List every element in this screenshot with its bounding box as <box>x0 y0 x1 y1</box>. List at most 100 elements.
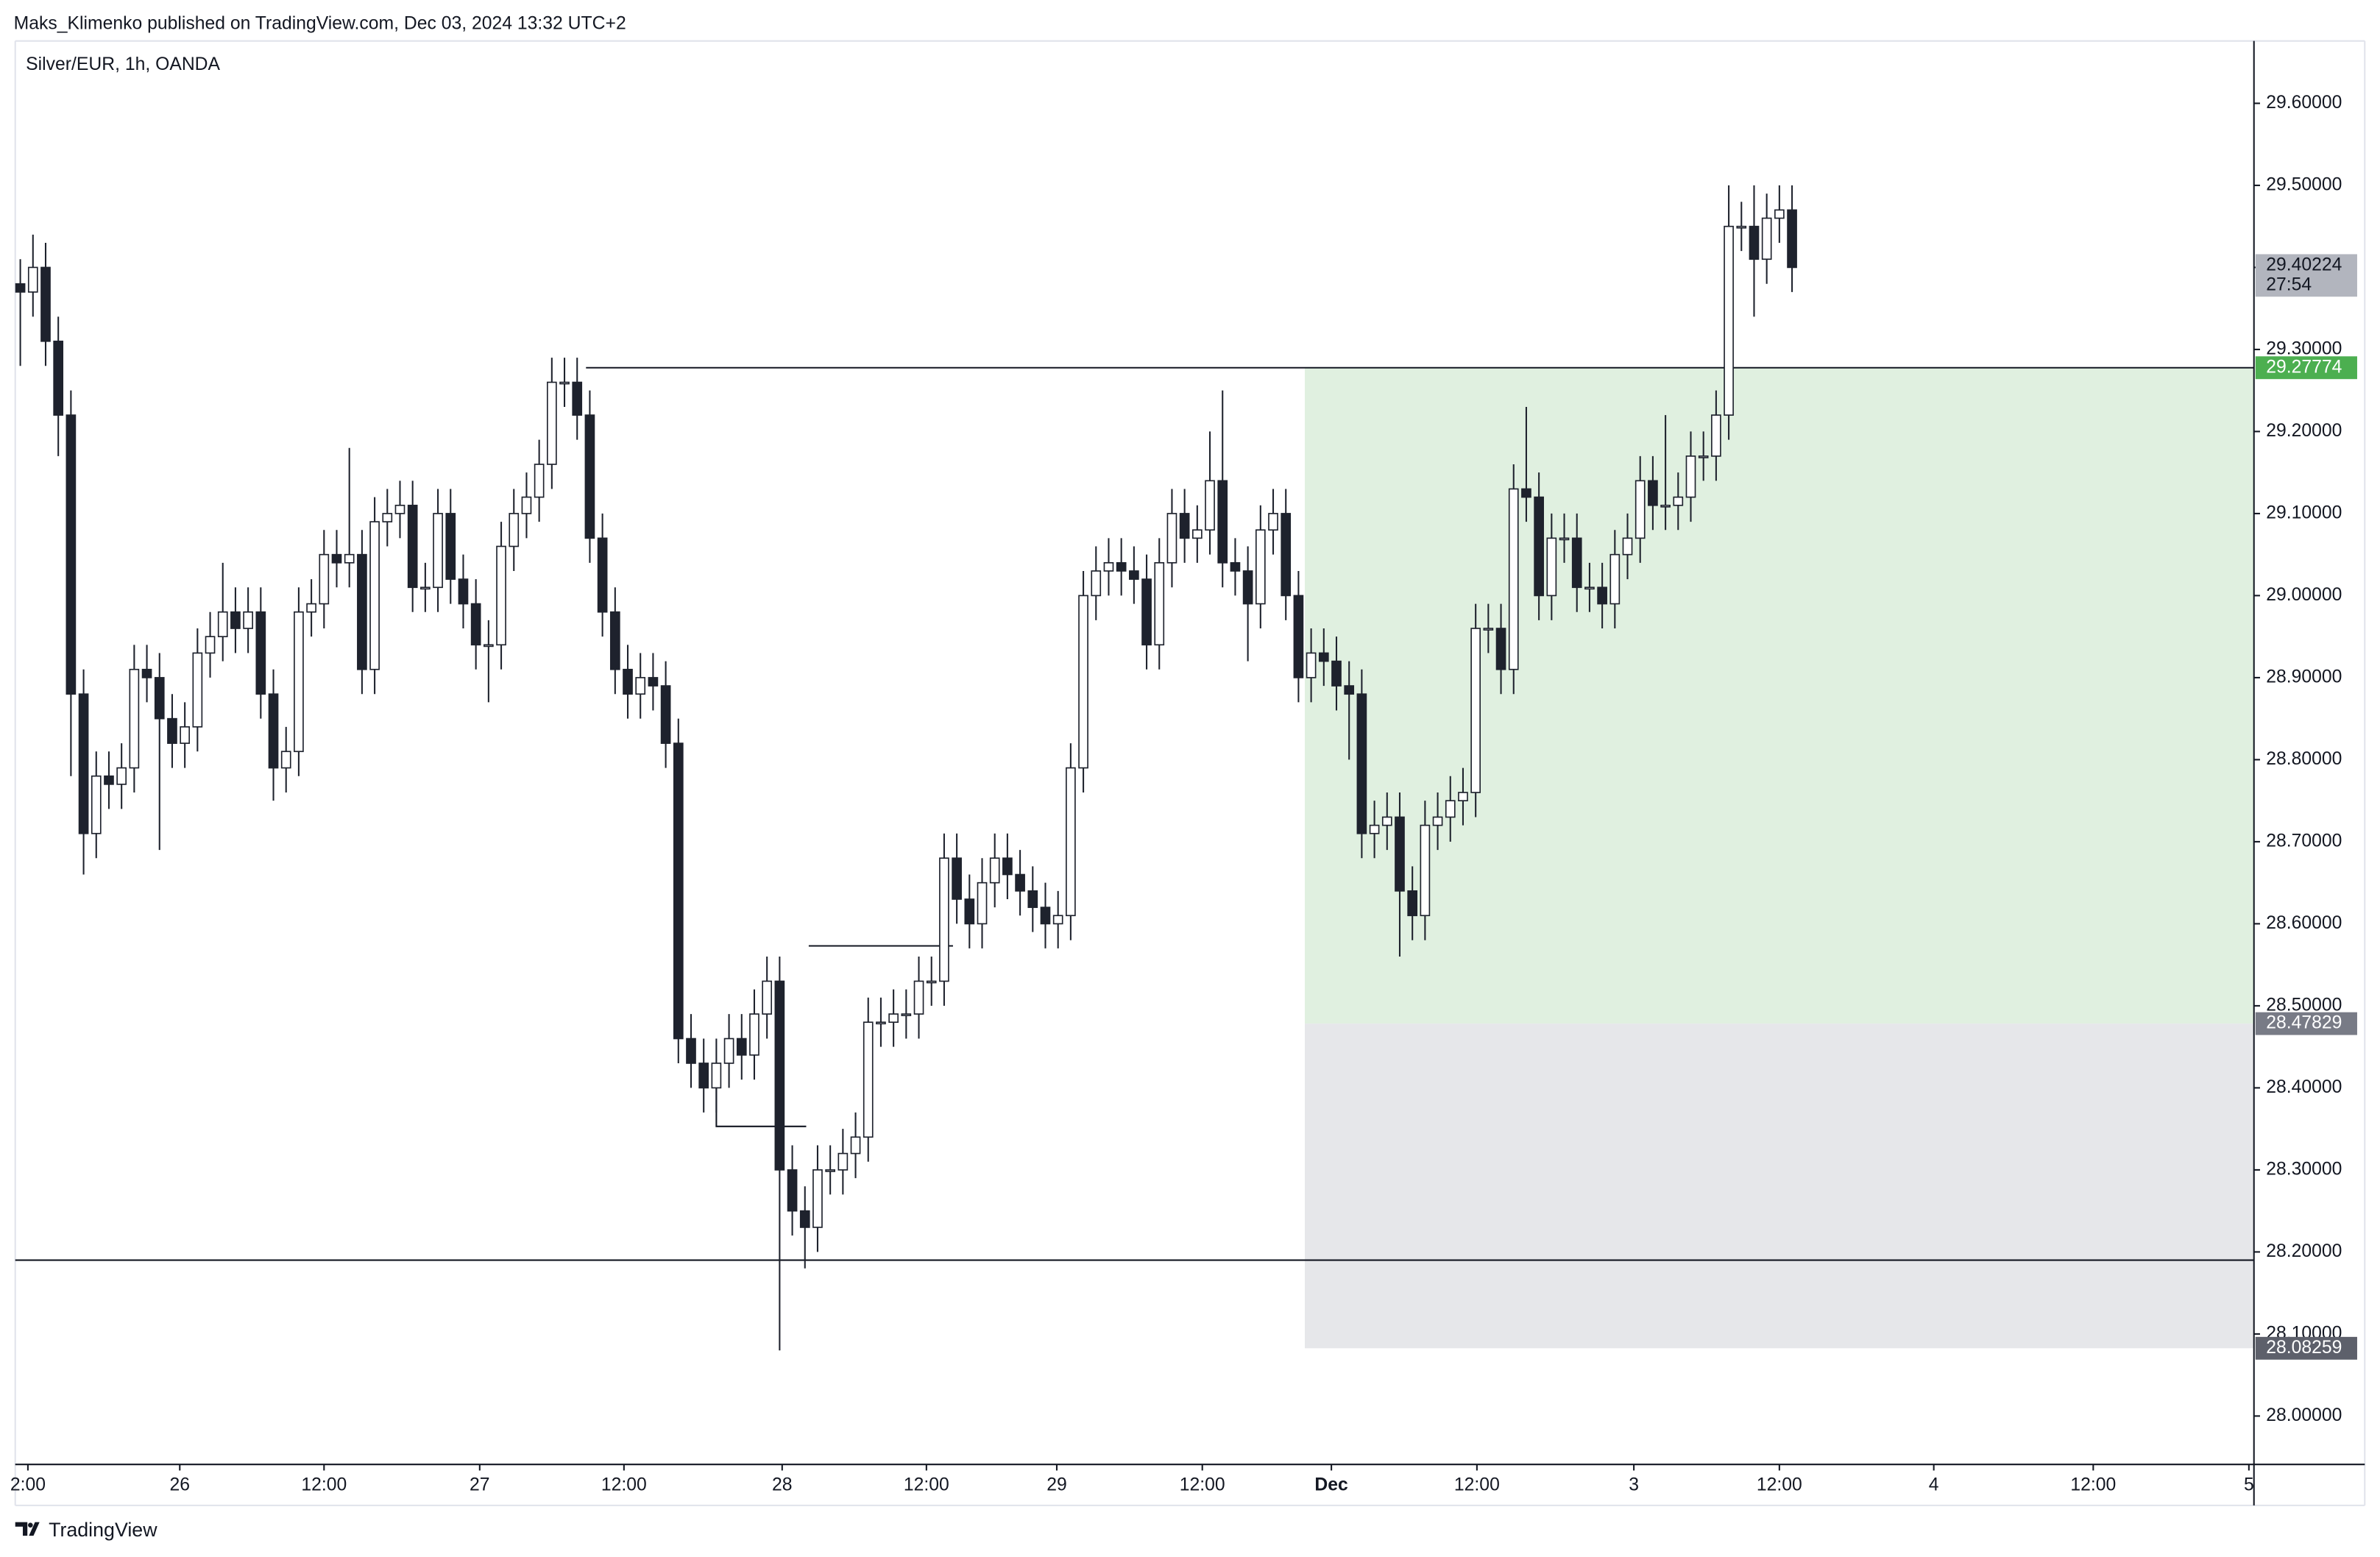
x-tick-label: 3 <box>1629 1475 1639 1495</box>
candle-body <box>1521 488 1531 498</box>
candle-body <box>1584 586 1595 590</box>
candle-body <box>876 1021 886 1025</box>
candle-body <box>1648 480 1658 506</box>
candle-body <box>1166 513 1177 564</box>
candle-body <box>1331 660 1342 687</box>
candle-body <box>433 513 443 589</box>
price-badge-label: 29.40224 <box>2266 255 2342 274</box>
candle-body <box>837 1152 849 1171</box>
y-tick-label: 28.50000 <box>2266 995 2342 1015</box>
candle-body <box>141 668 152 678</box>
candle-body <box>40 266 51 342</box>
candle-body <box>306 603 316 613</box>
candle-body <box>205 636 216 654</box>
candle-body <box>1724 225 1734 416</box>
candle-body <box>952 857 962 900</box>
candle-body <box>1103 561 1114 572</box>
x-tick-label: 12:00 <box>1180 1475 1225 1495</box>
candle-body <box>660 685 671 744</box>
candle-body <box>369 521 380 670</box>
candle-body <box>1281 513 1292 597</box>
candle-body <box>1774 209 1785 219</box>
candle-body <box>27 266 38 293</box>
candle-body <box>420 586 431 590</box>
x-tick-label: 12:00 <box>1454 1475 1500 1495</box>
candle-body <box>407 504 418 589</box>
candle-body <box>1470 628 1481 793</box>
candle-body <box>1622 537 1633 556</box>
price-badge <box>2255 356 2357 380</box>
candle-body <box>1407 890 1418 917</box>
candle-body <box>280 751 291 769</box>
candle-body <box>1230 561 1241 572</box>
candle-body <box>863 1021 874 1138</box>
candle-body <box>1736 225 1747 229</box>
candle-body <box>509 513 520 547</box>
candle-body <box>546 381 557 465</box>
candle-body <box>1205 480 1215 531</box>
y-tick-label: 29.10000 <box>2266 503 2342 522</box>
candle-body <box>787 1169 798 1212</box>
zones <box>1305 367 2254 1349</box>
x-tick-label: 4 <box>1929 1475 1939 1495</box>
y-tick-label: 28.40000 <box>2266 1077 2342 1097</box>
candle-body <box>1318 652 1329 662</box>
x-tick-label: 12:00 <box>601 1475 647 1495</box>
candle-body <box>243 611 253 629</box>
candle-body <box>1381 816 1392 826</box>
y-tick-label: 28.90000 <box>2266 667 2342 687</box>
candle-body <box>255 611 266 695</box>
candle-body <box>799 1210 810 1228</box>
candle-body <box>1495 628 1506 670</box>
candle-body <box>1192 529 1203 539</box>
candle-body <box>673 742 684 1040</box>
candle-body <box>1015 873 1025 892</box>
candle-body <box>609 611 620 670</box>
candle-body <box>926 980 937 984</box>
candle-body <box>53 340 64 416</box>
x-tick-label: Dec <box>1314 1475 1348 1495</box>
candle-body <box>1344 685 1355 695</box>
candle-body <box>15 283 26 293</box>
candle-body <box>1002 857 1013 876</box>
candle-body <box>1546 537 1557 597</box>
y-tick-label: 28.20000 <box>2266 1241 2342 1261</box>
candle-body <box>445 513 456 580</box>
candle-body <box>1571 537 1582 589</box>
candle-body <box>1508 488 1519 670</box>
candle-body <box>344 553 355 564</box>
candle-body <box>723 1038 734 1064</box>
y-tick-label: 29.60000 <box>2266 93 2342 113</box>
candle-body <box>749 1013 759 1056</box>
candle-body <box>268 693 279 769</box>
candle-body <box>1293 595 1304 678</box>
y-tick-label: 29.00000 <box>2266 585 2342 605</box>
candle-body <box>623 668 633 695</box>
candle-body <box>1395 816 1405 892</box>
candle-body <box>1141 578 1152 646</box>
price-badge-label: 28.47829 <box>2266 1013 2342 1033</box>
candle-body <box>521 496 532 514</box>
x-tick-label: 12:00 <box>1757 1475 1802 1495</box>
candle-body <box>762 980 773 1015</box>
price-badge <box>2255 254 2357 297</box>
candle-body <box>1534 496 1544 597</box>
x-tick-label: 26 <box>170 1475 191 1495</box>
candle-body <box>648 677 659 687</box>
y-tick-label: 29.20000 <box>2266 421 2342 441</box>
candle-body <box>1432 816 1443 826</box>
candle-body <box>116 767 127 785</box>
x-tick-label: 12:00 <box>2070 1475 2116 1495</box>
axes: 28.0000028.1000028.2000028.3000028.40000… <box>10 93 2357 1495</box>
candle-body <box>382 513 393 522</box>
x-tick-label: 28 <box>772 1475 793 1495</box>
x-tick-label: 12:00 <box>301 1475 347 1495</box>
candle-body <box>1445 800 1456 818</box>
candle-body <box>686 1038 696 1064</box>
price-badge <box>2255 1336 2357 1360</box>
brand: TradingView <box>49 1519 157 1541</box>
candle-body <box>357 553 367 670</box>
candle-body <box>394 504 405 514</box>
candle-body <box>484 644 494 648</box>
